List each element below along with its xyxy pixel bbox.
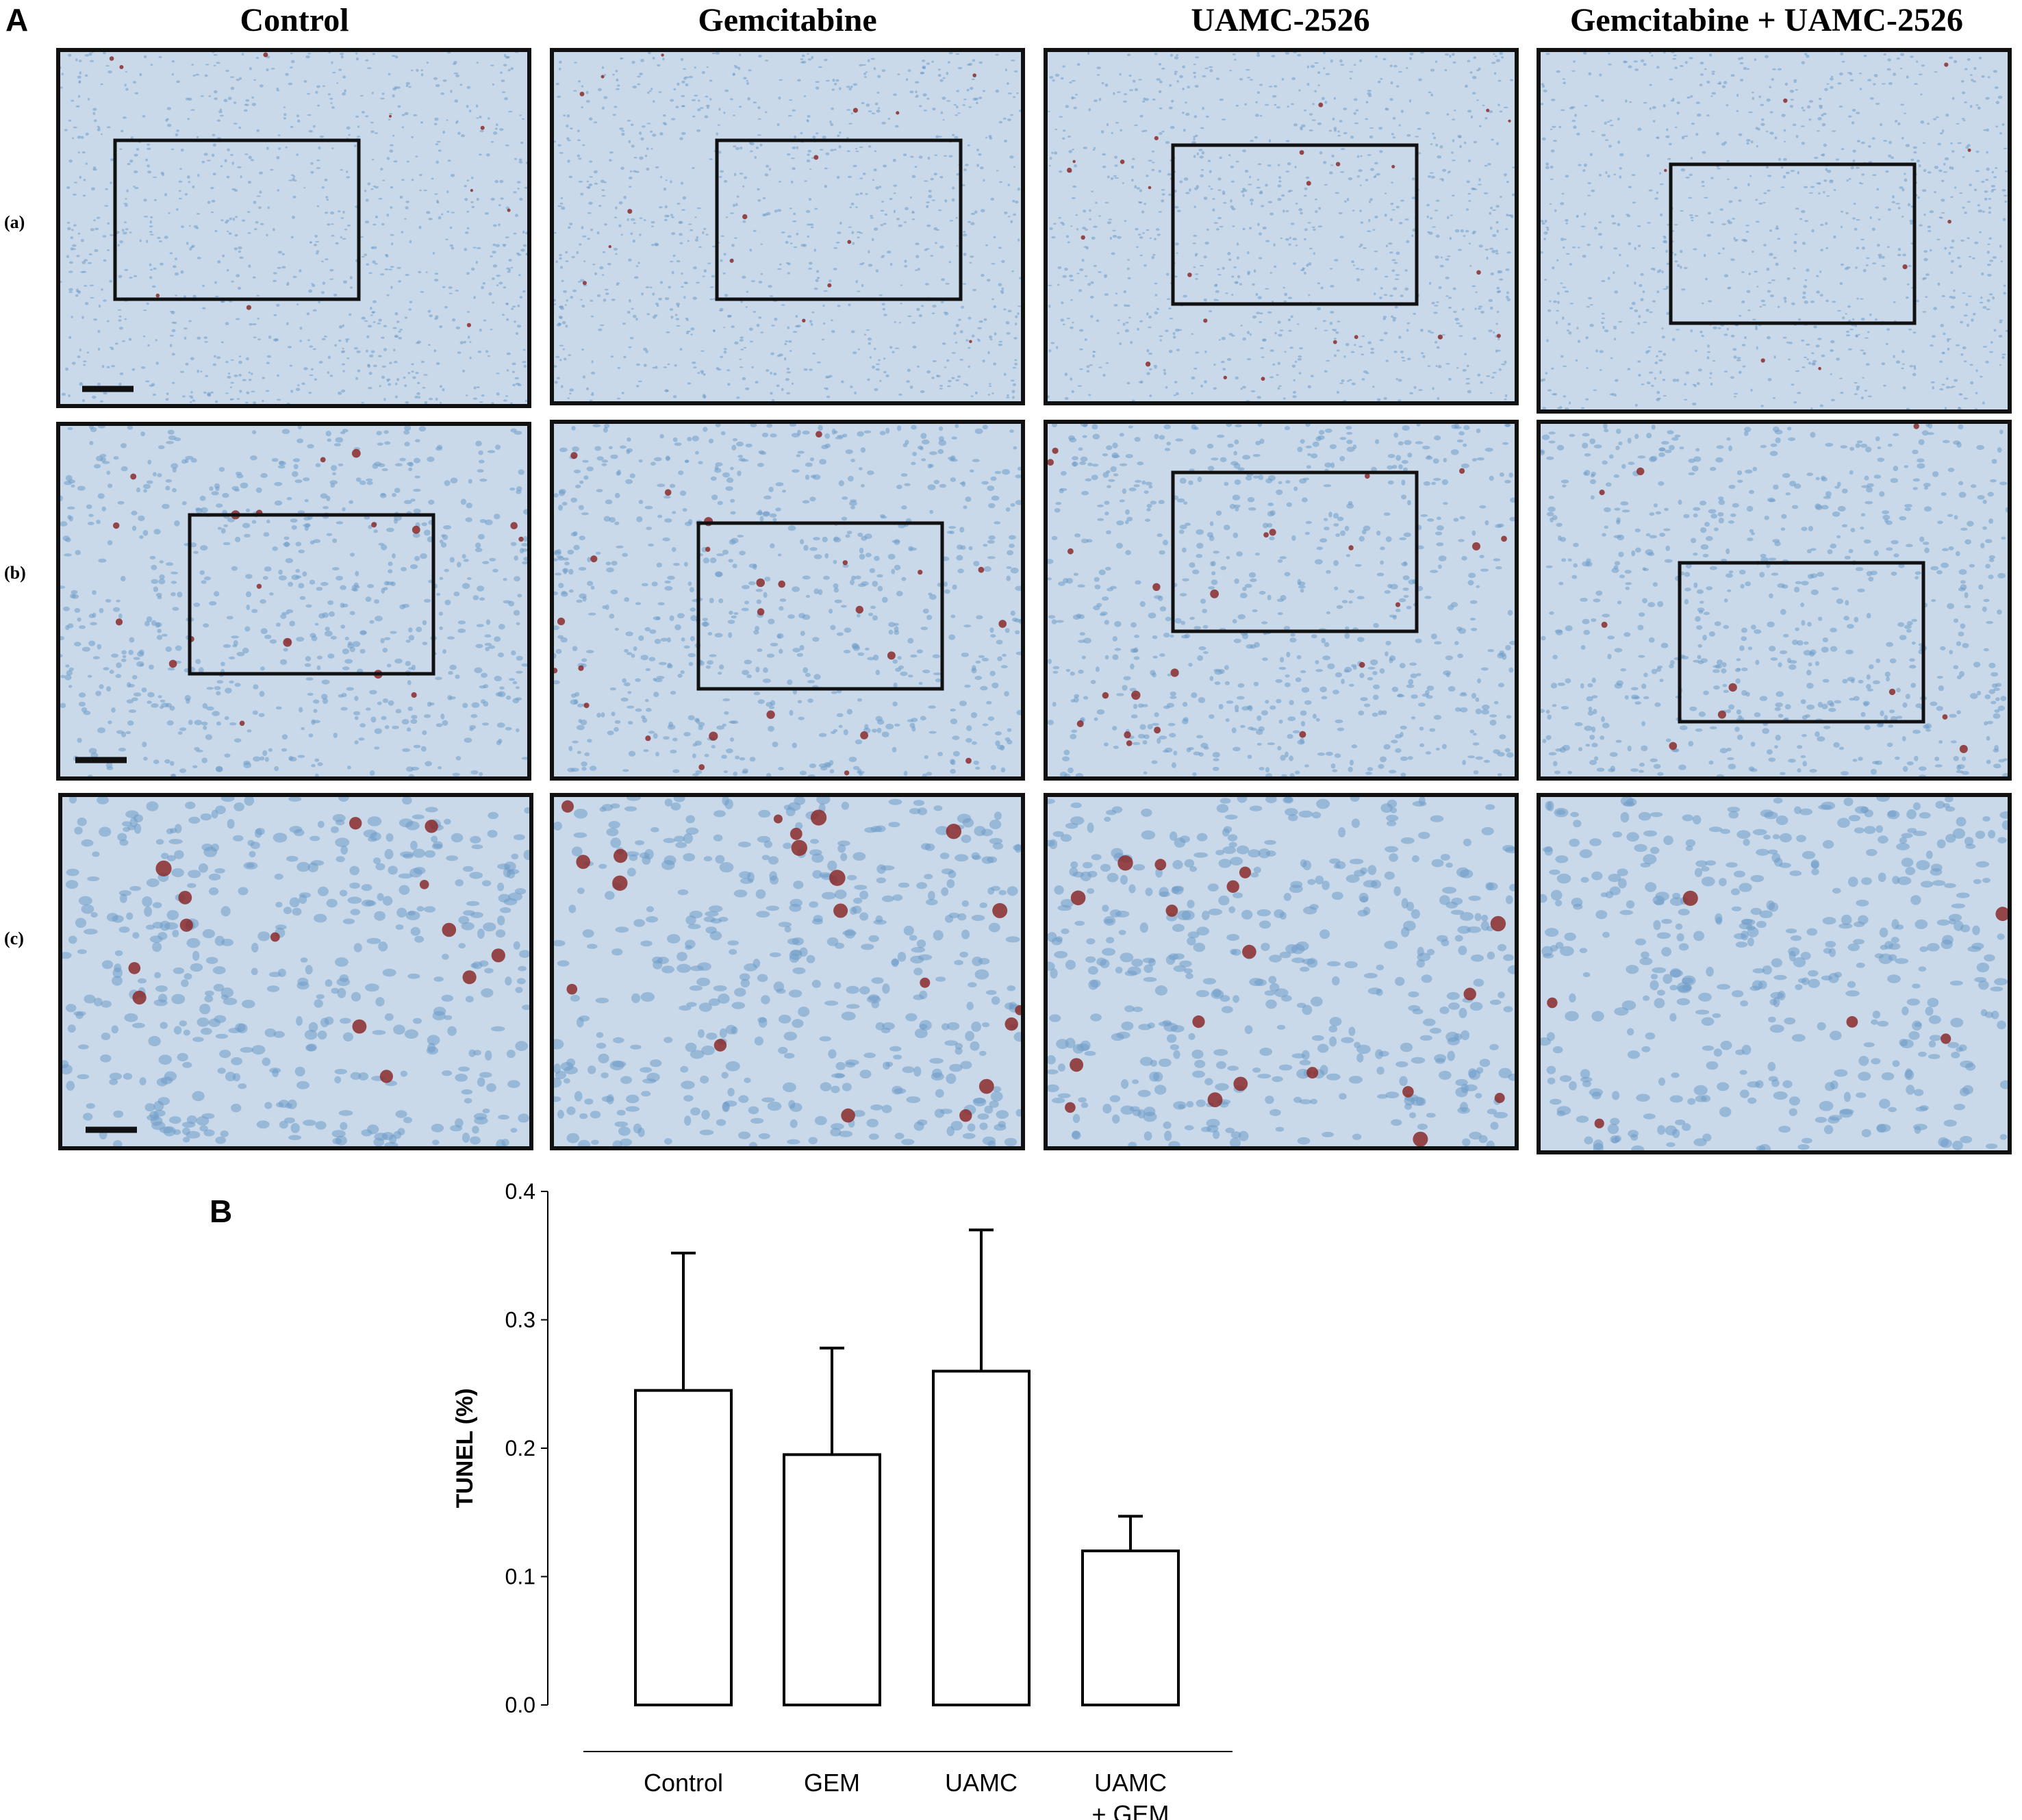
micrograph-control-c: [58, 793, 533, 1150]
y-tick-label: 0.4: [505, 1179, 535, 1204]
y-tick-label: 0.2: [505, 1436, 535, 1461]
micrograph-uamc-c: [1044, 793, 1519, 1150]
y-tick-label: 0.0: [505, 1693, 535, 1717]
bar-0: [634, 1389, 733, 1706]
row-label-a: (a): [4, 212, 25, 232]
y-tick-label: 0.3: [505, 1308, 535, 1332]
x-tick-label: Control: [644, 1769, 723, 1797]
y-axis-label: TUNEL (%): [452, 1388, 478, 1508]
x-tick-label: UAMC: [1094, 1769, 1167, 1797]
bar-2: [932, 1369, 1031, 1706]
row-label-b: (b): [4, 563, 26, 583]
column-title-gemcitabine: Gemcitabine: [698, 2, 877, 38]
x-tick-label: UAMC: [945, 1769, 1018, 1797]
micrograph-gemcitabine-c: [550, 793, 1025, 1150]
panel-b-label: B: [210, 1193, 233, 1229]
column-title-control: Control: [240, 2, 349, 38]
column-title-combination: Gemcitabine + UAMC-2526: [1570, 2, 1963, 38]
micrograph-combination-c: [1537, 793, 2012, 1154]
y-tick-label: 0.1: [505, 1565, 535, 1589]
panel-a-label: A: [5, 2, 29, 38]
x-tick-label: GEM: [804, 1769, 860, 1797]
x-tick-label: + GEM: [1091, 1800, 1169, 1820]
bar-3: [1081, 1550, 1180, 1706]
row-label-c: (c): [4, 928, 24, 948]
column-title-uamc-2526: UAMC-2526: [1191, 2, 1370, 38]
bar-1: [783, 1453, 881, 1706]
